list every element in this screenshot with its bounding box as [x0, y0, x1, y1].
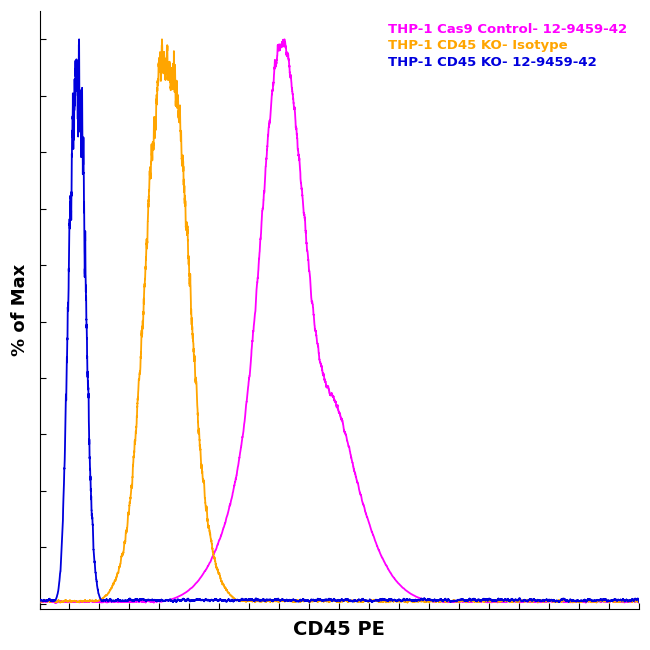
- Legend: THP-1 Cas9 Control- 12-9459-42, THP-1 CD45 KO- Isotype, THP-1 CD45 KO- 12-9459-4: THP-1 Cas9 Control- 12-9459-42, THP-1 CD…: [383, 18, 632, 74]
- X-axis label: CD45 PE: CD45 PE: [293, 620, 385, 639]
- Y-axis label: % of Max: % of Max: [11, 264, 29, 356]
